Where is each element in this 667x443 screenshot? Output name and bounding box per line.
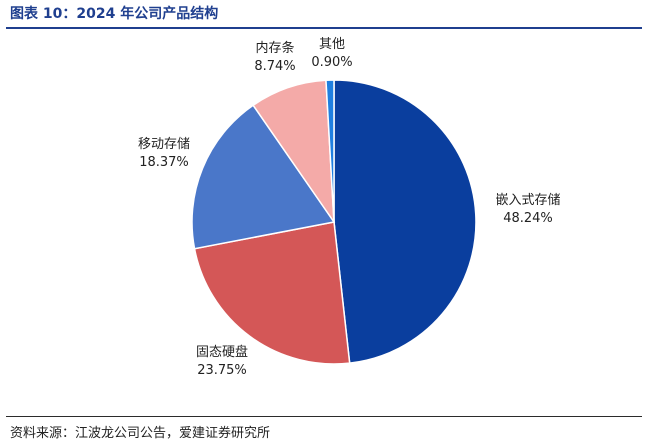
slice-label-name-5: 其他 <box>319 37 345 52</box>
chart-title: 图表 10：2024 年公司产品结构 <box>10 6 219 22</box>
slice-label-value-3: 18.37% <box>139 155 189 170</box>
title-rule <box>6 27 642 29</box>
slice-label-name-4: 内存条 <box>255 40 294 56</box>
pie-slice-3 <box>191 104 336 250</box>
slice-label-name-3: 移动存储 <box>138 137 190 152</box>
pie-slice-5 <box>325 79 335 223</box>
slice-label-value-1: 48.24% <box>503 211 553 226</box>
footer-rule <box>6 416 642 417</box>
slice-label-name-2: 固态硬盘 <box>196 344 248 360</box>
pie-slice-2 <box>193 221 351 365</box>
slice-label-value-2: 23.75% <box>197 363 247 378</box>
slice-label-name-1: 嵌入式存储 <box>495 193 560 208</box>
pie-slice-1 <box>333 79 477 364</box>
slice-label-value-4: 8.74% <box>254 59 295 74</box>
source-note: 资料来源：江波龙公司公告，爱建证券研究所 <box>10 426 271 441</box>
slice-label-value-5: 0.90% <box>311 55 352 70</box>
